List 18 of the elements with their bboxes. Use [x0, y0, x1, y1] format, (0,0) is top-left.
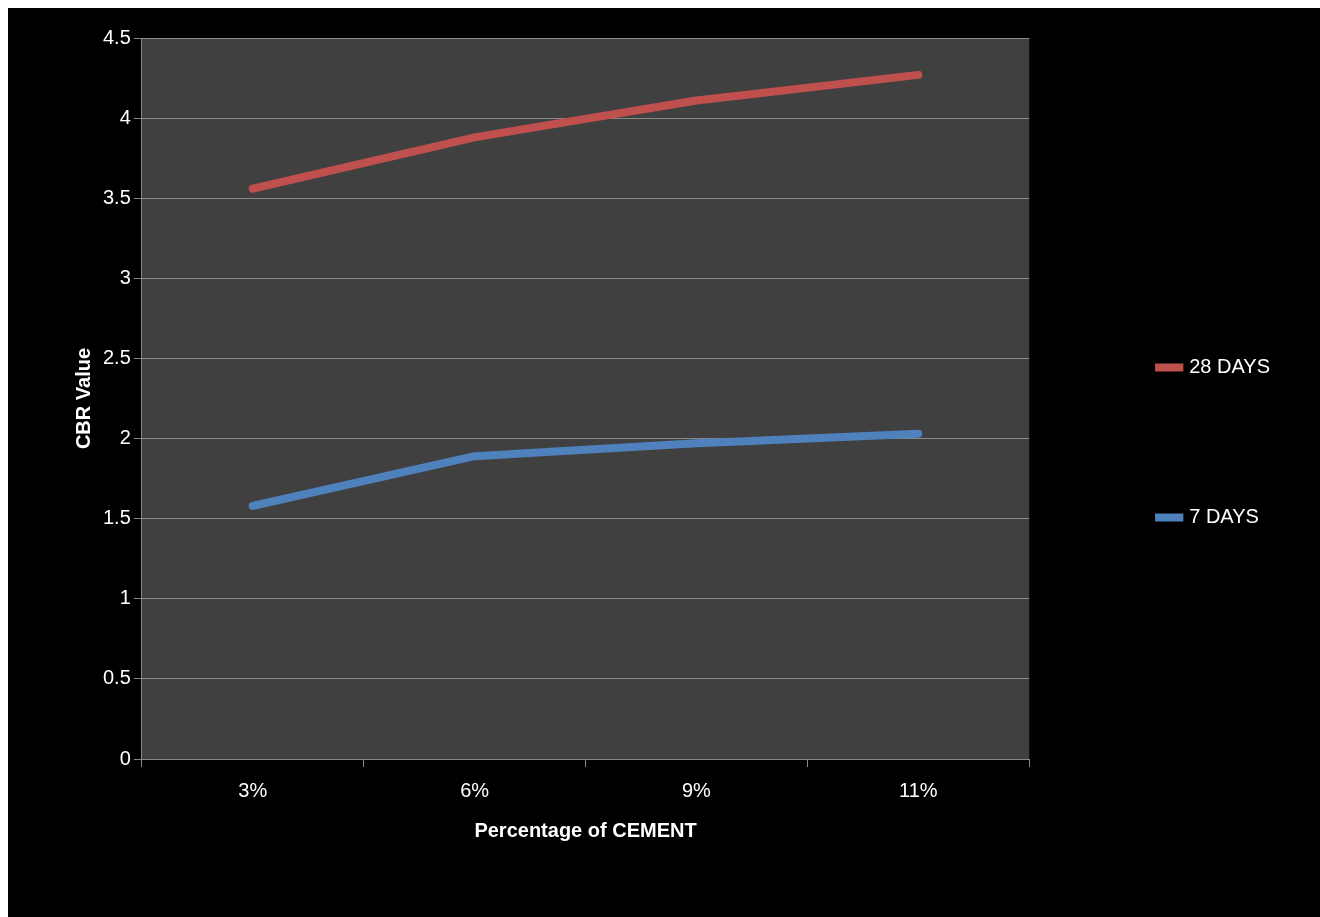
legend-label: 28 DAYS — [1189, 355, 1270, 378]
y-tick-label: 1.5 — [102, 506, 131, 529]
y-tick-label: 1 — [119, 586, 131, 609]
y-tick-label: 0 — [119, 746, 131, 769]
x-axis-title: Percentage of CEMENT — [474, 818, 697, 841]
y-tick-label: 3.5 — [102, 185, 131, 208]
x-tick-label: 6% — [460, 778, 490, 801]
x-tick-label: 9% — [681, 778, 712, 801]
y-tick-label: 4.5 — [102, 25, 131, 48]
y-tick-label: 0.5 — [102, 666, 131, 689]
y-axis-title: CBR Value — [71, 347, 94, 450]
y-tick-label: 2 — [119, 426, 131, 449]
y-tick-label: 2.5 — [102, 345, 131, 368]
y-tick-label: 4 — [119, 105, 131, 128]
x-tick-label: 11% — [899, 778, 938, 801]
y-tick-label: 3 — [119, 265, 131, 288]
legend-label: 7 DAYS — [1189, 505, 1259, 528]
x-tick-label: 3% — [238, 778, 268, 801]
